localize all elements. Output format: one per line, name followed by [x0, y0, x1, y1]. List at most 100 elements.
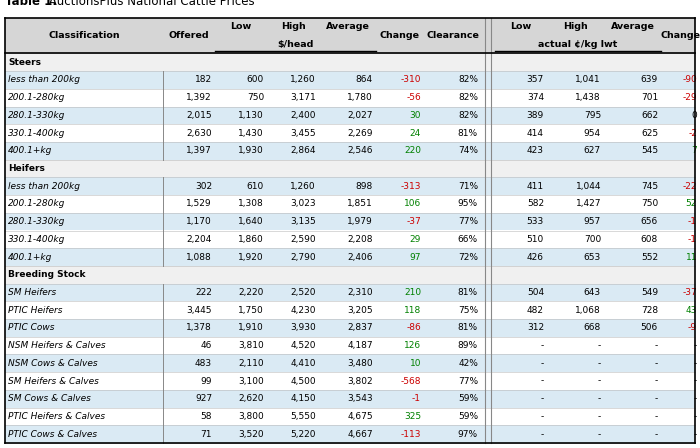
Text: -: - — [540, 359, 544, 368]
Text: PTIC Cows: PTIC Cows — [8, 323, 55, 332]
Text: SM Heifers: SM Heifers — [8, 288, 56, 297]
Bar — [5, 142, 695, 159]
Bar — [5, 390, 695, 408]
Text: 97: 97 — [410, 253, 421, 262]
Text: 2,620: 2,620 — [239, 394, 264, 403]
Text: PTIC Heifers & Calves: PTIC Heifers & Calves — [8, 412, 105, 421]
Bar — [5, 354, 695, 372]
Text: 3,023: 3,023 — [290, 199, 316, 208]
Text: 3,480: 3,480 — [347, 359, 373, 368]
Text: 504: 504 — [527, 288, 544, 297]
Text: 864: 864 — [356, 75, 373, 85]
Text: 3,520: 3,520 — [239, 430, 264, 439]
Text: -: - — [598, 376, 601, 386]
Text: -29: -29 — [682, 93, 697, 102]
Text: 77%: 77% — [458, 217, 478, 226]
Text: 59%: 59% — [458, 394, 478, 403]
Text: Low: Low — [230, 22, 251, 31]
Text: -37: -37 — [406, 217, 421, 226]
Text: 2,790: 2,790 — [290, 253, 316, 262]
Text: -: - — [654, 412, 658, 421]
Text: 222: 222 — [195, 288, 212, 297]
Text: 66%: 66% — [458, 235, 478, 244]
Text: 200.1-280kg: 200.1-280kg — [8, 199, 65, 208]
Text: -56: -56 — [406, 93, 421, 102]
Text: 1,930: 1,930 — [238, 146, 264, 155]
Text: 1,044: 1,044 — [575, 182, 601, 191]
Bar — [5, 177, 695, 195]
Text: 4,230: 4,230 — [290, 306, 316, 314]
Text: -: - — [654, 430, 658, 439]
Text: -1: -1 — [688, 217, 697, 226]
Text: 2,204: 2,204 — [187, 235, 212, 244]
Text: NSM Cows & Calves: NSM Cows & Calves — [8, 359, 97, 368]
Text: -22: -22 — [682, 182, 697, 191]
Text: -: - — [598, 430, 601, 439]
Text: 46: 46 — [201, 341, 212, 350]
Text: 1,438: 1,438 — [575, 93, 601, 102]
Text: 750: 750 — [640, 199, 658, 208]
Text: 627: 627 — [584, 146, 601, 155]
Text: 1,260: 1,260 — [290, 75, 316, 85]
Text: 5,550: 5,550 — [290, 412, 316, 421]
Text: -37: -37 — [682, 288, 697, 297]
Text: 89%: 89% — [458, 341, 478, 350]
Text: 95%: 95% — [458, 199, 478, 208]
Text: 701: 701 — [640, 93, 658, 102]
Text: 59%: 59% — [458, 412, 478, 421]
Text: 2,520: 2,520 — [290, 288, 316, 297]
Text: 0: 0 — [692, 111, 697, 120]
Text: 4,667: 4,667 — [347, 430, 373, 439]
Bar — [5, 89, 695, 107]
Text: 1,750: 1,750 — [238, 306, 264, 314]
Text: 1,427: 1,427 — [575, 199, 601, 208]
Bar — [5, 337, 695, 354]
Text: 3,802: 3,802 — [347, 376, 373, 386]
Text: Clearance: Clearance — [426, 31, 479, 40]
Text: Steers: Steers — [8, 58, 41, 67]
Bar — [5, 71, 695, 89]
Bar — [5, 231, 695, 248]
Text: Average: Average — [326, 22, 370, 31]
Text: 750: 750 — [246, 93, 264, 102]
Text: 2,406: 2,406 — [347, 253, 373, 262]
Text: 325: 325 — [404, 412, 421, 421]
Text: 81%: 81% — [458, 288, 478, 297]
Text: 3,810: 3,810 — [238, 341, 264, 350]
Text: 71%: 71% — [458, 182, 478, 191]
Text: 1,430: 1,430 — [239, 129, 264, 138]
Text: 2,590: 2,590 — [290, 235, 316, 244]
Text: actual ¢/kg lwt: actual ¢/kg lwt — [538, 40, 617, 49]
Text: 506: 506 — [640, 323, 658, 332]
Text: 643: 643 — [584, 288, 601, 297]
Text: 280.1-330kg: 280.1-330kg — [8, 111, 65, 120]
Text: 482: 482 — [527, 306, 544, 314]
Text: -: - — [540, 341, 544, 350]
Text: 3,100: 3,100 — [238, 376, 264, 386]
Text: 2,546: 2,546 — [347, 146, 373, 155]
Text: 4,520: 4,520 — [290, 341, 316, 350]
Text: 1,260: 1,260 — [290, 182, 316, 191]
Text: less than 200kg: less than 200kg — [8, 182, 80, 191]
Text: 2,837: 2,837 — [347, 323, 373, 332]
Text: 414: 414 — [527, 129, 544, 138]
Text: 312: 312 — [527, 323, 544, 332]
Text: -: - — [694, 376, 697, 386]
Text: 77%: 77% — [458, 376, 478, 386]
Text: Low: Low — [510, 22, 531, 31]
Text: 81%: 81% — [458, 323, 478, 332]
Text: 2,015: 2,015 — [186, 111, 212, 120]
Text: 4,410: 4,410 — [290, 359, 316, 368]
Text: 795: 795 — [584, 111, 601, 120]
Text: 533: 533 — [526, 217, 544, 226]
Text: 389: 389 — [526, 111, 544, 120]
Text: 3,205: 3,205 — [347, 306, 373, 314]
Text: 4,187: 4,187 — [347, 341, 373, 350]
Text: 1,397: 1,397 — [186, 146, 212, 155]
Text: 1,860: 1,860 — [238, 235, 264, 244]
Text: 97%: 97% — [458, 430, 478, 439]
Text: Table 1:: Table 1: — [5, 0, 57, 8]
Text: Average: Average — [610, 22, 654, 31]
Bar — [5, 425, 695, 443]
Text: 3,455: 3,455 — [290, 129, 316, 138]
